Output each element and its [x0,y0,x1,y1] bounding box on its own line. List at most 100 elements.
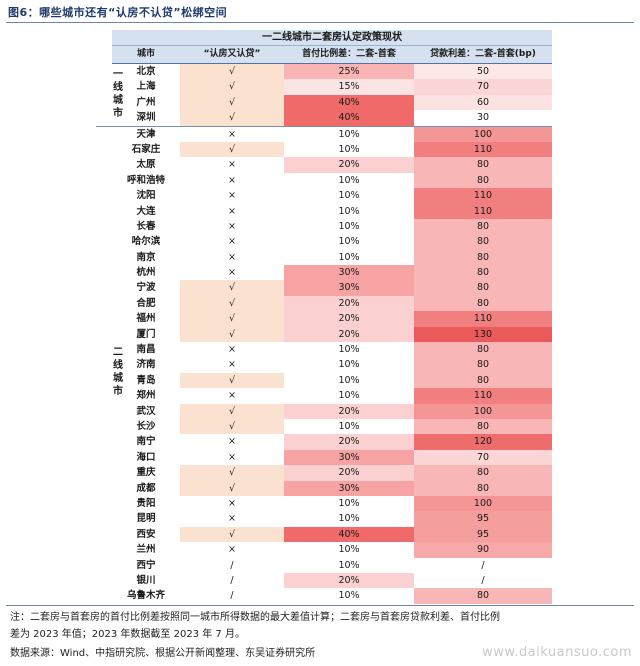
cell-city: 合肥 [136,297,156,309]
cell-flag: √ [180,79,284,95]
cell-city: 广州 [136,96,156,108]
cell-ratio: 40% [284,110,414,126]
cell-rate: 100 [414,403,552,419]
cell-ratio: 25% [284,64,414,80]
cell-rate: / [414,572,552,589]
cell-rate: 80 [414,342,552,358]
cell-city: 上海 [136,81,156,93]
cell-flag: × [228,128,236,140]
cell-city: 长沙 [136,420,156,432]
cell-flag: × [228,544,236,556]
cell-rate: 80 [414,480,552,496]
cell-flag: √ [180,418,284,435]
cell-city: 大连 [136,205,156,217]
top-rule [6,22,634,23]
table-row: 贵阳 × 10% 100 [96,495,552,512]
cell-flag: √ [180,480,284,496]
col-header-ratio: 首付比例差：二套-首套 [302,49,396,59]
cell-rate: 80 [414,465,552,481]
cell-ratio: 10% [284,234,414,250]
cell-rate: 70 [414,79,552,95]
cell-city: 青岛 [136,374,156,386]
cell-city: 北京 [136,66,156,77]
cell-ratio: 10% [284,188,414,204]
col-header-city: 城市 [136,49,155,59]
cell-city: 兰州 [136,544,156,556]
cell-rate: 80 [414,157,552,173]
cell-city: 长春 [136,220,156,232]
cell-ratio: 10% [284,588,414,604]
cell-flag: √ [180,141,284,158]
table-group-header: 一二线城市二套房认定政策现状 [112,30,552,46]
cell-rate: 80 [414,372,552,389]
table-row: 成都 √ 30% 80 [96,480,552,496]
cell-ratio: 20% [284,465,414,481]
table-row: 福州 √ 20% 110 [96,311,552,327]
cell-rate: 130 [414,326,552,343]
cell-city: 重庆 [136,467,156,479]
cell-city: 南京 [136,251,156,263]
cell-flag: × [228,497,236,509]
cell-city: 沈阳 [136,190,156,202]
cell-ratio: 20% [284,311,414,327]
cell-city: 郑州 [136,390,156,402]
cell-city: 天津 [136,128,156,140]
table-row: 西安 √ 40% 95 [96,526,552,543]
cell-rate: 95 [414,511,552,527]
table-row: 太原 × 20% 80 [96,157,552,173]
table-row: 哈尔滨 × 10% 80 [96,234,552,250]
col-header-rate: 贷款利差：二套-首套(bp) [430,49,536,59]
table-row: 南京 × 10% 80 [96,249,552,266]
cell-ratio: 10% [284,342,414,358]
cell-city: 福州 [136,313,156,325]
cell-city: 南昌 [136,344,156,356]
cell-city: 石家庄 [131,143,161,155]
cell-rate: 30 [414,110,552,126]
group-label-tier1: 一线城市 [113,69,123,120]
cell-ratio: 20% [284,434,414,450]
table-row: 重庆 √ 20% 80 [96,465,552,481]
cell-flag: × [228,220,236,232]
cell-rate: / [414,557,552,573]
data-source: 数据来源：Wind、中指研究院、根据公开新闻整理、东吴证券研究所 [10,647,316,659]
cell-ratio: 10% [284,357,414,373]
cell-city: 杭州 [136,267,156,279]
cell-city: 太原 [136,159,156,171]
table-row: 呼和浩特 × 10% 80 [96,172,552,189]
cell-rate: 100 [414,126,552,142]
table-row: 上海 √ 15% 70 [96,79,552,95]
cell-city: 贵阳 [136,497,156,509]
cell-flag: × [228,390,236,402]
cell-ratio: 10% [284,126,414,142]
cell-ratio: 30% [284,280,414,296]
table-row: 沈阳 × 10% 110 [96,188,552,204]
table-body: 北京 √ 25% 50 上海 √ 15% 70 广州 √ 40% 60 深圳 √ 40% 30 天津 × 10% 10… [96,64,552,604]
table-row: 武汉 √ 20% 100 [96,403,552,419]
cell-flag: × [228,451,236,463]
table-row: 厦门 √ 20% 130 [96,326,552,343]
table-row: 大连 × 10% 110 [96,203,552,219]
table-row: 郑州 × 10% 110 [96,388,552,404]
figure-title: 图6：哪些城市还有“认房不认贷”松绑空间 [8,6,228,19]
table-row: 济南 × 10% 80 [96,357,552,373]
cell-city: 南宁 [136,436,156,448]
cell-city: 济南 [136,359,156,371]
cell-ratio: 10% [284,542,414,558]
cell-city: 银川 [136,574,156,586]
cell-city: 乌鲁木齐 [126,590,165,602]
cell-rate: 70 [414,449,552,466]
cell-rate: 110 [414,188,552,204]
watermark: www.daikuansuo.com [482,645,632,660]
table-row: 石家庄 √ 10% 110 [96,141,552,158]
cell-rate: 90 [414,542,552,558]
cell-rate: 60 [414,94,552,111]
cell-rate: 50 [414,64,552,80]
cell-city: 哈尔滨 [131,236,161,248]
cell-ratio: 10% [284,218,414,235]
bottom-rule [6,604,634,606]
table-row: 深圳 √ 40% 30 [96,110,552,126]
table-row: 青岛 √ 10% 80 [96,372,552,389]
col-header-flag: “认房又认贷” [203,49,261,59]
cell-rate: 80 [414,218,552,235]
cell-flag: √ [180,110,284,126]
